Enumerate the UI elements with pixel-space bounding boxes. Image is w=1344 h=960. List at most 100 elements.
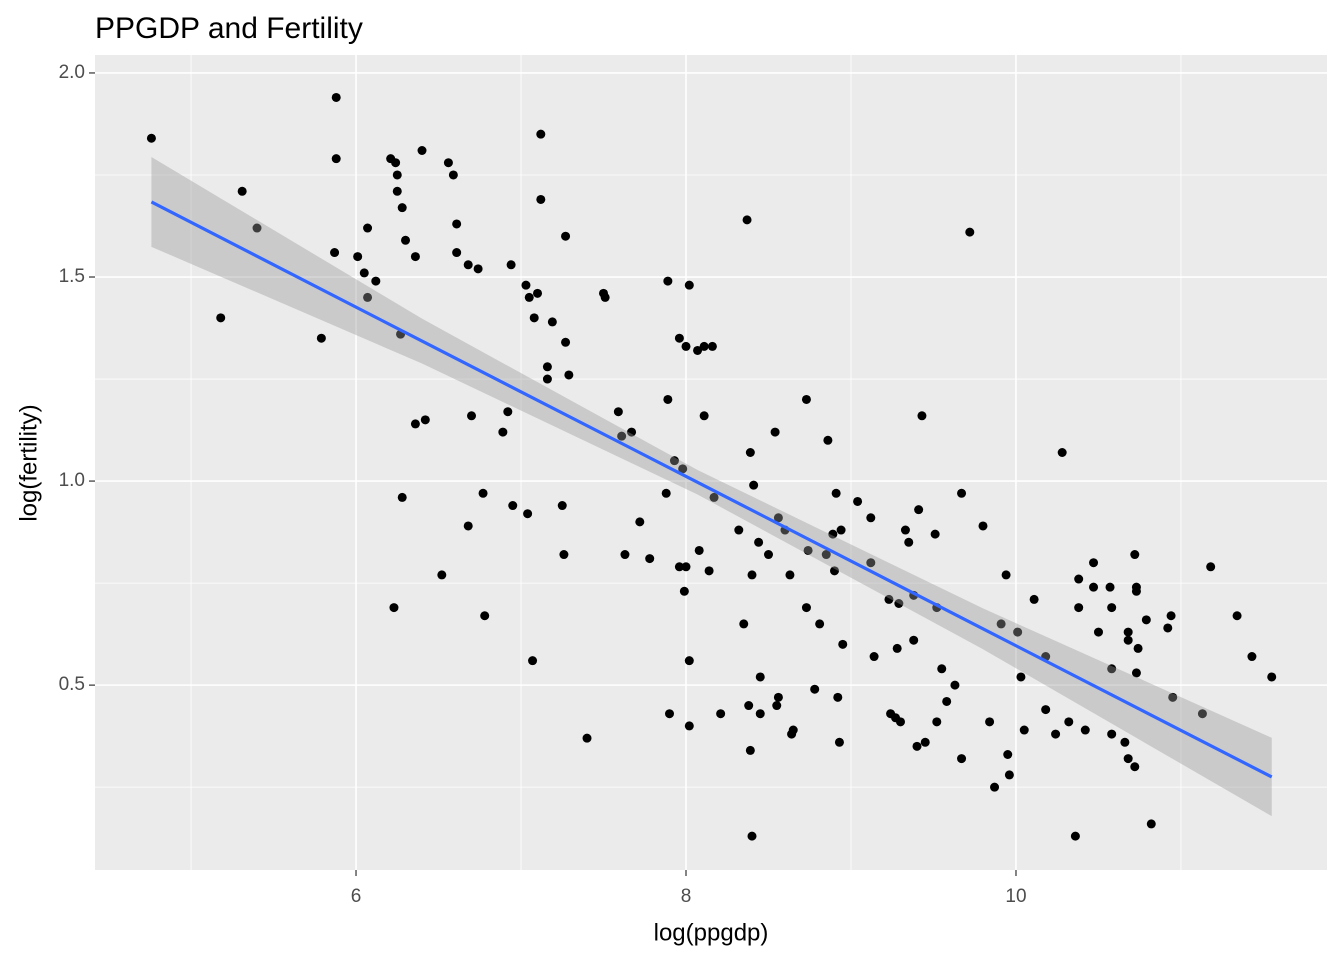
point bbox=[747, 831, 757, 841]
point bbox=[985, 717, 995, 727]
point bbox=[1146, 819, 1156, 829]
point bbox=[707, 341, 717, 351]
x-tick-label: 6 bbox=[351, 886, 362, 907]
point bbox=[331, 92, 341, 102]
point bbox=[894, 599, 904, 609]
point bbox=[1001, 570, 1011, 580]
point bbox=[1107, 664, 1117, 674]
point bbox=[996, 619, 1006, 629]
point bbox=[957, 488, 967, 498]
point bbox=[684, 280, 694, 290]
point bbox=[823, 435, 833, 445]
point bbox=[828, 529, 838, 539]
point bbox=[392, 186, 402, 196]
point bbox=[503, 407, 513, 417]
point bbox=[536, 129, 546, 139]
point bbox=[1019, 725, 1029, 735]
point bbox=[831, 488, 841, 498]
point bbox=[216, 313, 226, 323]
point bbox=[1013, 627, 1023, 637]
point bbox=[853, 496, 863, 506]
x-axis-title: log(ppgdp) bbox=[654, 919, 769, 946]
point bbox=[1004, 770, 1014, 780]
point bbox=[443, 158, 453, 168]
point bbox=[561, 337, 571, 347]
point bbox=[787, 729, 797, 739]
point bbox=[397, 492, 407, 502]
point bbox=[1123, 754, 1133, 764]
point bbox=[1130, 762, 1140, 772]
point bbox=[914, 505, 924, 515]
point bbox=[521, 280, 531, 290]
point bbox=[1123, 635, 1133, 645]
point bbox=[557, 501, 567, 511]
point bbox=[1041, 705, 1051, 715]
point bbox=[330, 248, 340, 258]
point bbox=[523, 509, 533, 519]
point bbox=[1003, 750, 1013, 760]
point bbox=[747, 570, 757, 580]
point bbox=[528, 656, 538, 666]
point bbox=[803, 545, 813, 555]
point bbox=[681, 341, 691, 351]
point bbox=[533, 288, 543, 298]
point bbox=[1089, 582, 1099, 592]
point bbox=[745, 448, 755, 458]
point bbox=[1093, 627, 1103, 637]
plot-panel bbox=[95, 55, 1327, 870]
point bbox=[1197, 709, 1207, 719]
point bbox=[937, 664, 947, 674]
point bbox=[772, 701, 782, 711]
point bbox=[744, 701, 754, 711]
point bbox=[1070, 831, 1080, 841]
point bbox=[1267, 672, 1277, 682]
point bbox=[397, 203, 407, 213]
point bbox=[815, 619, 825, 629]
point bbox=[755, 709, 765, 719]
point bbox=[506, 260, 516, 270]
point bbox=[693, 345, 703, 355]
point bbox=[663, 276, 673, 286]
point bbox=[1166, 611, 1176, 621]
point bbox=[635, 517, 645, 527]
point bbox=[836, 525, 846, 535]
trend-line bbox=[150, 200, 1273, 779]
point bbox=[838, 639, 848, 649]
point bbox=[663, 394, 673, 404]
point bbox=[801, 603, 811, 613]
point bbox=[498, 427, 508, 437]
point bbox=[420, 415, 430, 425]
point bbox=[917, 411, 927, 421]
point bbox=[536, 194, 546, 204]
point bbox=[801, 394, 811, 404]
point bbox=[463, 260, 473, 270]
point bbox=[371, 276, 381, 286]
point bbox=[617, 431, 627, 441]
y-tick-label: 2.0 bbox=[59, 62, 85, 83]
point bbox=[674, 562, 684, 572]
point bbox=[810, 684, 820, 694]
point bbox=[1107, 603, 1117, 613]
point bbox=[755, 672, 765, 682]
point bbox=[1130, 550, 1140, 560]
point bbox=[1247, 652, 1257, 662]
point bbox=[392, 170, 402, 180]
point bbox=[401, 235, 411, 245]
point bbox=[665, 709, 675, 719]
point bbox=[645, 554, 655, 564]
point bbox=[467, 411, 477, 421]
point bbox=[542, 374, 552, 384]
point bbox=[1089, 558, 1099, 568]
point bbox=[734, 525, 744, 535]
point bbox=[417, 145, 427, 155]
point bbox=[763, 550, 773, 560]
point bbox=[694, 545, 704, 555]
y-axis-title: log(fertility) bbox=[15, 404, 42, 521]
point bbox=[1131, 668, 1141, 678]
point bbox=[684, 656, 694, 666]
point bbox=[684, 721, 694, 731]
point bbox=[353, 252, 363, 262]
point bbox=[389, 603, 399, 613]
point bbox=[1206, 562, 1216, 572]
point bbox=[463, 521, 473, 531]
